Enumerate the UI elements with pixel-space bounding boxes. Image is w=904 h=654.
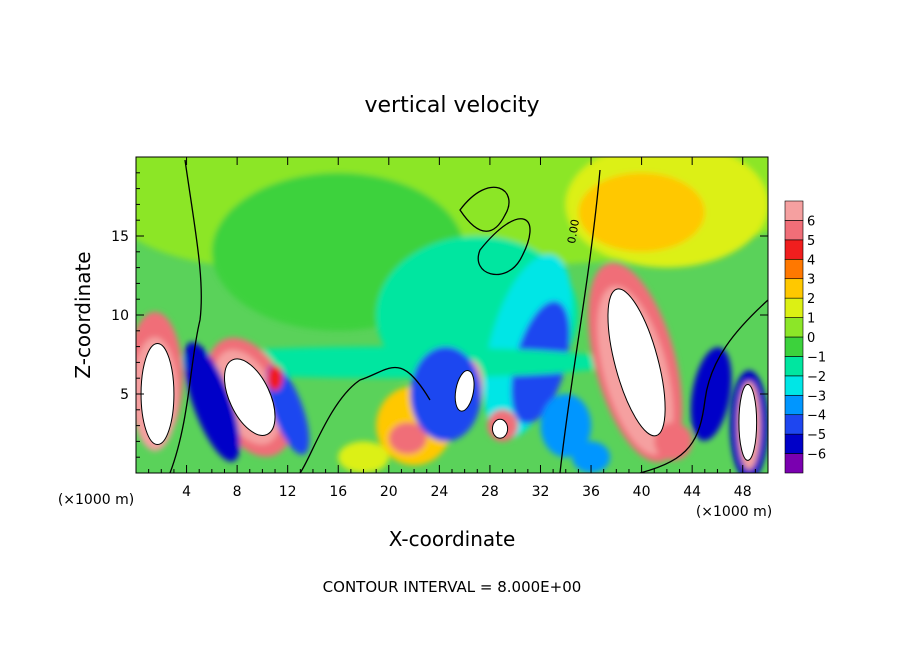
field-region [183, 342, 240, 462]
x-tick-label: 44 [683, 484, 701, 500]
x-axis-label: X-coordinate [389, 527, 516, 551]
x-tick-label: 8 [233, 484, 242, 500]
contour-peak [738, 384, 758, 461]
y-axis-label: Z-coordinate [71, 251, 95, 378]
plot-area: 0.00 [136, 157, 768, 473]
x-tick-label: 32 [532, 484, 550, 500]
colorbar-swatch [784, 433, 804, 454]
colorbar-tick-label: 6 [807, 214, 815, 229]
colorbar-tick-label: 2 [807, 292, 815, 307]
colorbar-swatch [784, 356, 804, 377]
colorbar-swatch [784, 414, 804, 435]
field-region [572, 441, 610, 473]
colorbar-swatch [784, 258, 804, 280]
colorbar-swatch [784, 453, 804, 474]
colorbar-swatch [784, 200, 804, 221]
contour-peak [140, 342, 175, 446]
colorbar-tick-label: −6 [807, 448, 826, 463]
y-tick-label: 5 [120, 387, 129, 403]
contour-interval-note: CONTOUR INTERVAL = 8.000E+00 [323, 578, 582, 596]
colorbar-tick-label: 1 [807, 312, 815, 327]
contour-peak [491, 418, 509, 439]
x-tick-label: 16 [329, 484, 347, 500]
colorbar-tick-label: 3 [807, 273, 815, 288]
x-tick-label: 36 [582, 484, 600, 500]
zero-contour [299, 367, 431, 473]
field-region [410, 346, 482, 442]
contour-label: 0.00 [565, 218, 582, 244]
colorbar-swatch [784, 278, 804, 299]
x-tick-label: 40 [633, 484, 651, 500]
zero-contour [477, 218, 531, 276]
zero-contour [639, 299, 768, 473]
x-tick-label: 4 [182, 484, 191, 500]
colorbar-tick-label: −5 [807, 428, 826, 443]
field-region [654, 422, 693, 461]
x-tick-label: 12 [279, 484, 297, 500]
colorbar-tick-label: −3 [807, 389, 826, 404]
colorbar-tick-label: −2 [807, 370, 826, 385]
colorbar: 6 5 4 3 2 1 0 −1 −2 −3 −4 −5 −6 [784, 200, 826, 474]
chart-title: vertical velocity [364, 93, 539, 118]
colorbar-swatch [784, 375, 804, 396]
contour-peak [454, 370, 475, 412]
colorbar-tick-label: 4 [807, 253, 815, 268]
zero-contour [169, 159, 202, 473]
field-region [267, 365, 283, 391]
y-tick-label: 15 [111, 229, 129, 245]
colorbar-tick-label: −4 [807, 409, 826, 424]
zero-contour [459, 186, 510, 232]
x-unit-label-left: (×1000 m) [58, 492, 134, 508]
colorbar-tick-label: 0 [807, 331, 815, 346]
contour-peak [224, 358, 276, 436]
field-region [690, 347, 732, 441]
x-axis: 4 8 12 16 20 24 28 32 36 40 44 48 [148, 157, 756, 500]
x-tick-label: 48 [734, 484, 752, 500]
x-tick-label: 20 [380, 484, 398, 500]
x-unit-label-right: (×1000 m) [696, 504, 772, 520]
field-region [388, 422, 427, 455]
colorbar-swatch [784, 394, 804, 416]
field-region [338, 441, 389, 473]
y-axis: 5 10 15 [111, 172, 768, 458]
zero-contour [559, 169, 601, 473]
x-tick-label: 24 [430, 484, 448, 500]
colorbar-swatch [784, 336, 804, 357]
colorbar-tick-label: −1 [807, 350, 826, 365]
colorbar-swatch [784, 220, 804, 241]
field-contours: 0.00 [140, 159, 768, 473]
colorbar-swatch [784, 317, 804, 338]
contour-peak [607, 288, 666, 437]
y-tick-label: 10 [111, 308, 129, 324]
colorbar-swatch [784, 297, 804, 318]
colorbar-tick-label: 5 [807, 234, 815, 249]
colorbar-swatch [784, 239, 804, 260]
field-region [578, 172, 705, 252]
x-tick-label: 28 [481, 484, 499, 500]
